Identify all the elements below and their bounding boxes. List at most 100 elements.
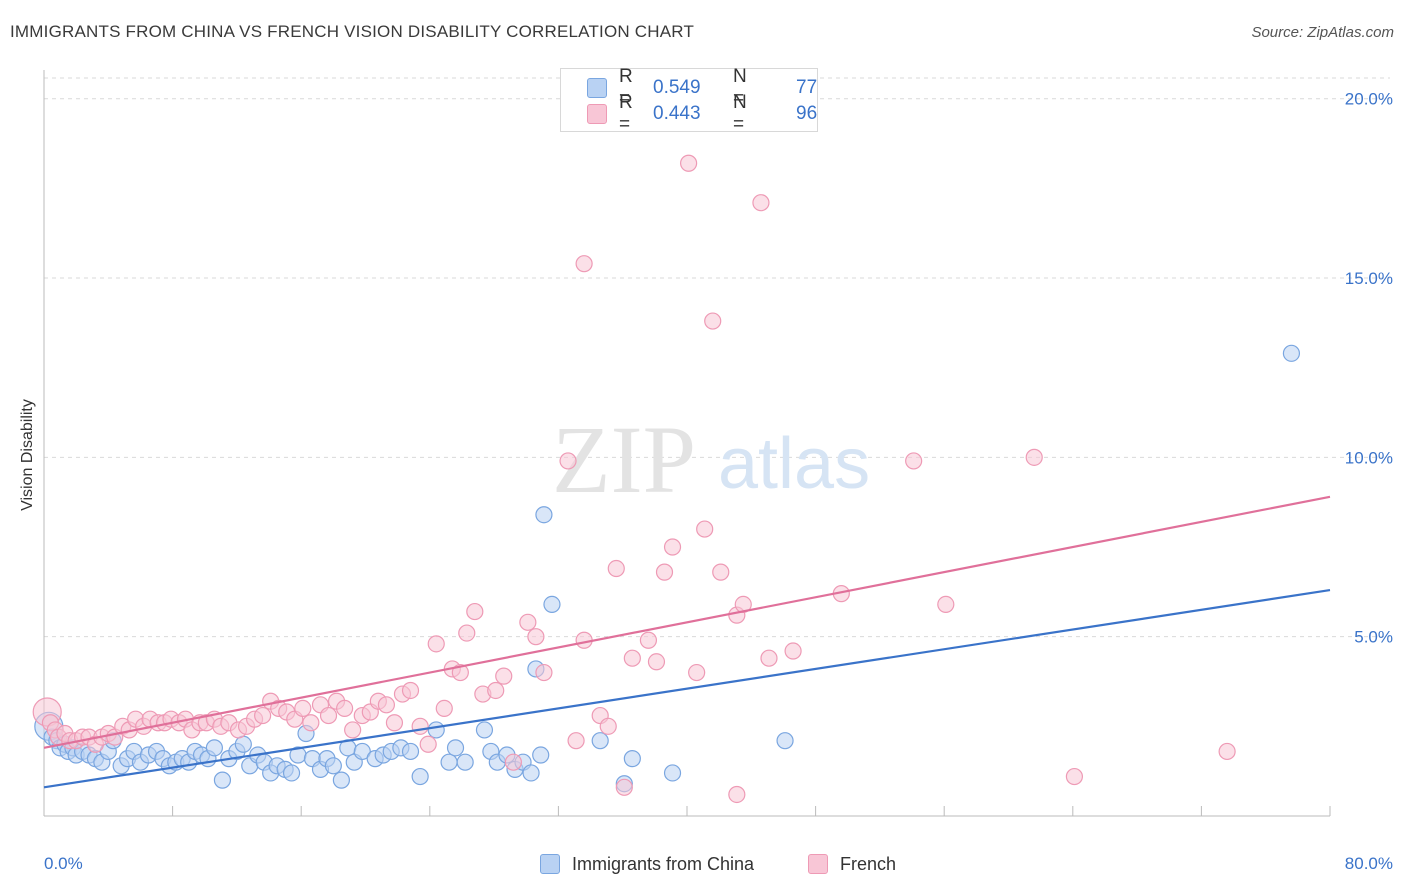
bottom-legend-swatch-china [540, 854, 560, 874]
bottom-legend-label-french: French [840, 853, 897, 874]
tick-labels: 5.0% 10.0% 15.0% 20.0% 0.0% 80.0% [44, 90, 1393, 873]
correlation-legend: R = 0.549 N = 77 R = 0.443 N = 96 [560, 66, 818, 135]
point-french [559, 452, 577, 470]
point-french [344, 721, 362, 739]
point-china [535, 506, 553, 524]
point-china [475, 721, 494, 739]
point-china [532, 746, 550, 764]
point-french [527, 628, 545, 646]
point-china [213, 771, 232, 789]
point-french [704, 312, 722, 330]
point-french [401, 681, 420, 700]
point-french [615, 778, 633, 796]
point-french [688, 663, 706, 682]
point-french [487, 681, 505, 700]
point-french [519, 613, 537, 631]
point-french [1065, 767, 1084, 786]
point-french [752, 194, 770, 212]
legend-n-label: N = [733, 92, 747, 135]
point-french [336, 699, 354, 718]
point-french [504, 753, 522, 771]
point-french [599, 717, 617, 735]
point-french [1218, 742, 1236, 761]
point-china [205, 739, 223, 757]
point-china [623, 750, 641, 768]
point-china [332, 771, 350, 789]
point-china [543, 595, 561, 613]
point-china [440, 753, 458, 771]
y-tick-label: 5.0% [1354, 628, 1393, 647]
y-tick-label: 10.0% [1345, 448, 1393, 467]
point-french [458, 624, 476, 642]
trend-line-china [43, 588, 1331, 789]
point-french [937, 595, 955, 613]
legend-swatch-french [587, 104, 607, 124]
point-french [411, 717, 429, 735]
point-french [427, 635, 445, 653]
point-french [535, 663, 553, 682]
point-french [728, 785, 746, 804]
axes [43, 70, 1331, 817]
legend-n-label: N = [733, 66, 747, 109]
point-china [663, 764, 682, 782]
point-china [411, 767, 429, 786]
point-china [522, 764, 540, 782]
watermark-atlas: atlas [718, 424, 870, 504]
x-tick-label-max: 80.0% [1345, 854, 1393, 873]
legend-r-label: R = [619, 66, 633, 109]
bottom-legend-label-china: Immigrants from China [572, 853, 755, 874]
point-french [663, 538, 682, 556]
legend-r-value-china: 0.549 [653, 77, 701, 98]
point-french [385, 714, 404, 732]
point-french [294, 699, 312, 718]
point-french [567, 732, 585, 750]
point-china [401, 742, 420, 761]
point-french [784, 642, 802, 660]
y-tick-label: 20.0% [1345, 90, 1393, 109]
point-french [319, 706, 338, 725]
series-immigrants-from-china [34, 344, 1301, 793]
point-china [446, 739, 465, 757]
point-french [905, 452, 923, 470]
point-china [427, 721, 445, 739]
point-china [282, 764, 301, 782]
point-french [495, 667, 513, 685]
point-french [696, 520, 714, 538]
series-french [32, 154, 1236, 804]
point-china [456, 753, 474, 771]
point-french [302, 714, 320, 732]
legend-r-label: R = [619, 92, 633, 135]
point-french [1025, 448, 1043, 466]
point-china [591, 732, 609, 750]
point-china [234, 735, 252, 753]
point-french [639, 631, 658, 649]
point-french [466, 602, 484, 621]
point-french [760, 649, 778, 667]
watermark: ZIP atlas [552, 406, 870, 513]
point-french [607, 559, 625, 578]
chart-source: Source: ZipAtlas.com [1251, 24, 1394, 41]
point-french [451, 663, 469, 682]
point-china [353, 742, 371, 761]
point-french [647, 653, 666, 671]
point-french [435, 699, 453, 718]
legend-n-value-french: 96 [796, 103, 818, 124]
chart-title: IMMIGRANTS FROM CHINA VS FRENCH VISION D… [10, 22, 695, 41]
trend-lines [43, 495, 1331, 789]
y-tick-label: 15.0% [1345, 269, 1393, 288]
legend-n-value-china: 77 [796, 77, 818, 98]
point-french [623, 649, 641, 667]
bottom-legend-french: French [808, 852, 896, 876]
point-french [377, 696, 395, 714]
legend-r-value-french: 0.443 [653, 103, 701, 124]
point-china [324, 757, 342, 775]
point-french [575, 255, 593, 273]
bottom-legend-swatch-french [808, 854, 828, 874]
point-china [1282, 344, 1301, 362]
point-french [712, 563, 730, 581]
point-french [680, 154, 698, 172]
point-china [776, 732, 794, 750]
point-french [655, 563, 674, 581]
point-french [419, 735, 437, 753]
